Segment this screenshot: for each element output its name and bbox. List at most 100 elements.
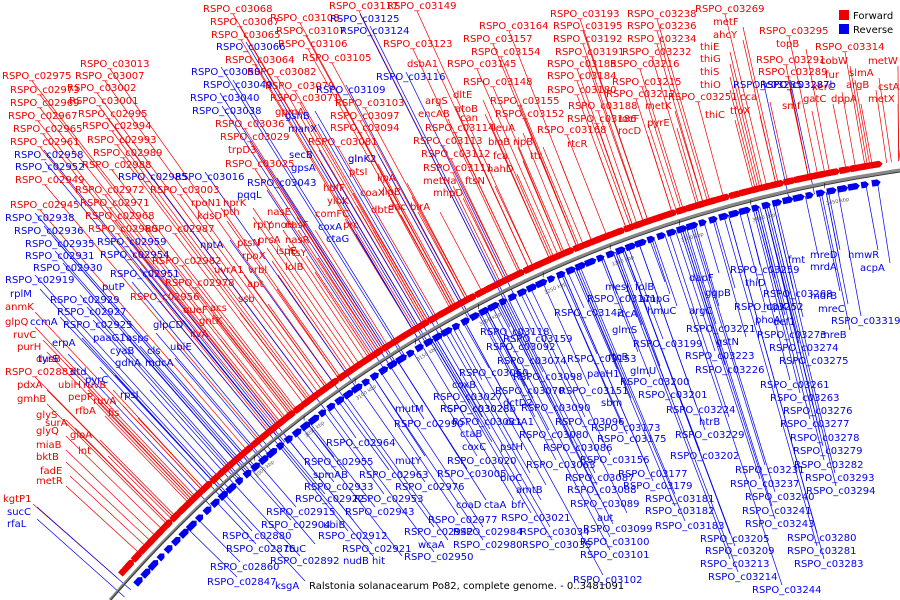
- label-leader-line: [421, 345, 515, 501]
- reverse-gene-label: RSPO_c03294: [806, 486, 876, 497]
- forward-gene-label: RSPO_c03113: [413, 136, 483, 147]
- label-leader-line: [276, 177, 396, 363]
- forward-gene-label: gloA: [70, 430, 92, 441]
- forward-gene-label: ruvA: [93, 396, 116, 407]
- label-leader-line: [114, 220, 280, 425]
- reverse-gene-label: tyrS: [38, 354, 58, 365]
- label-leader-line: [111, 169, 298, 411]
- label-leader-line: [54, 238, 254, 469]
- label-leader-line: [389, 197, 451, 310]
- label-leader-line: [656, 18, 711, 202]
- label-leader-line: [338, 401, 390, 471]
- reverse-gene-label: RSPO_c02938: [5, 213, 75, 224]
- label-leader-line: [877, 182, 891, 264]
- label-leader-line: [763, 205, 800, 344]
- reverse-gene-label: RSPO_c03020: [447, 456, 517, 467]
- forward-feature-arrow: [211, 473, 221, 483]
- label-leader-line: [450, 158, 509, 279]
- forward-feature-arrow: [244, 444, 254, 454]
- forward-gene-label: ftsY: [288, 248, 307, 259]
- reverse-gene-label: argC: [689, 306, 712, 317]
- label-leader-line: [639, 68, 684, 210]
- forward-gene-label: prc: [343, 220, 359, 231]
- forward-gene-label: pdxA: [17, 380, 43, 391]
- forward-gene-label: rpoX: [242, 251, 266, 262]
- reverse-gene-label: thiD: [745, 278, 766, 289]
- reverse-feature-arrow: [440, 327, 453, 337]
- reverse-feature-arrow: [634, 238, 647, 248]
- forward-gene-label: hprK: [223, 198, 247, 209]
- forward-gene-label: RSPO_c03289: [758, 67, 828, 78]
- reverse-gene-label: mdcA: [145, 358, 174, 369]
- forward-gene-label: metF: [713, 17, 739, 28]
- label-leader-line: [897, 103, 900, 162]
- forward-gene-label: rocD: [618, 126, 642, 137]
- reverse-gene-label: RSPO_c03259: [730, 265, 800, 276]
- reverse-gene-label: mutM: [395, 404, 424, 415]
- label-leader-line: [690, 225, 766, 466]
- reverse-gene-label: RSPO_c03179: [623, 481, 693, 492]
- reverse-gene-label: glmS: [612, 325, 637, 336]
- label-leader-line: [221, 105, 391, 367]
- reverse-gene-label: RSPO_c03223: [685, 351, 755, 362]
- forward-gene-label: glyS: [36, 410, 57, 421]
- reverse-gene-label: RSPO_c03277: [780, 419, 850, 430]
- label-leader-line: [496, 304, 517, 343]
- label-leader-line: [96, 92, 319, 394]
- label-leader-line: [46, 403, 168, 525]
- forward-gene-label: kgtP1: [3, 494, 31, 505]
- label-leader-line: [520, 292, 628, 514]
- forward-gene-label: ubiH: [58, 380, 81, 391]
- label-leader-line: [389, 365, 425, 420]
- forward-gene-label: rplY: [253, 220, 273, 231]
- reverse-gene-label: RSPO_c03005: [437, 469, 507, 480]
- reverse-gene-label: RSPO_c03096: [555, 417, 625, 428]
- label-leader-line: [67, 353, 212, 507]
- reverse-gene-label: gstN: [716, 337, 739, 348]
- label-leader-line: [179, 194, 323, 391]
- reverse-gene-label: RSPO_c03280: [787, 533, 857, 544]
- forward-feature-arrow: [139, 542, 150, 553]
- label-leader-line: [703, 222, 720, 274]
- forward-feature-arrow: [525, 264, 536, 274]
- forward-gene-label: RSPO_c02975: [2, 71, 72, 82]
- label-leader-line: [656, 43, 704, 204]
- forward-gene-label: metR: [36, 476, 63, 487]
- forward-gene-label: topB: [776, 39, 799, 50]
- label-leader-line: [359, 13, 505, 301]
- label-leader-line: [641, 86, 682, 211]
- label-leader-line: [729, 76, 758, 189]
- reverse-feature-arrow: [507, 293, 517, 302]
- reverse-gene-label: RSPO_c03278: [790, 433, 860, 444]
- forward-feature-arrow: [721, 193, 731, 202]
- forward-feature-arrow: [625, 223, 637, 232]
- label-leader-line: [841, 91, 856, 169]
- label-leader-line: [638, 243, 706, 431]
- forward-gene-label: lipB: [382, 187, 401, 198]
- forward-gene-label: cca: [740, 92, 757, 103]
- reverse-feature-arrow: [826, 187, 837, 195]
- reverse-feature-arrow: [624, 242, 637, 252]
- reverse-gene-label: amtB: [516, 485, 543, 496]
- label-leader-line: [220, 66, 404, 358]
- label-leader-line: [174, 233, 305, 405]
- forward-gene-label: fur: [825, 70, 840, 81]
- reverse-gene-label: RSPO_c03060: [459, 368, 529, 379]
- forward-feature-arrow: [286, 410, 296, 419]
- label-leader-line: [34, 326, 196, 498]
- reverse-gene-label: RSPO_c03050: [191, 67, 261, 78]
- reverse-feature-arrow: [283, 435, 293, 444]
- label-leader-line: [359, 132, 455, 307]
- label-leader-line: [380, 371, 484, 528]
- reverse-feature-arrow: [258, 455, 269, 466]
- reverse-gene-label: RSPO_c03070: [495, 386, 565, 397]
- label-leader-lines: [31, 10, 900, 598]
- reverse-feature-arrow: [646, 235, 655, 244]
- forward-gene-label: glyQ: [36, 426, 59, 437]
- reverse-feature-arrow: [217, 490, 228, 501]
- label-leader-line: [314, 244, 383, 350]
- reverse-gene-label: RSPO_c02922: [295, 494, 365, 505]
- label-leader-line: [724, 13, 768, 187]
- forward-feature-arrow: [830, 168, 841, 176]
- label-leader-line: [126, 236, 289, 440]
